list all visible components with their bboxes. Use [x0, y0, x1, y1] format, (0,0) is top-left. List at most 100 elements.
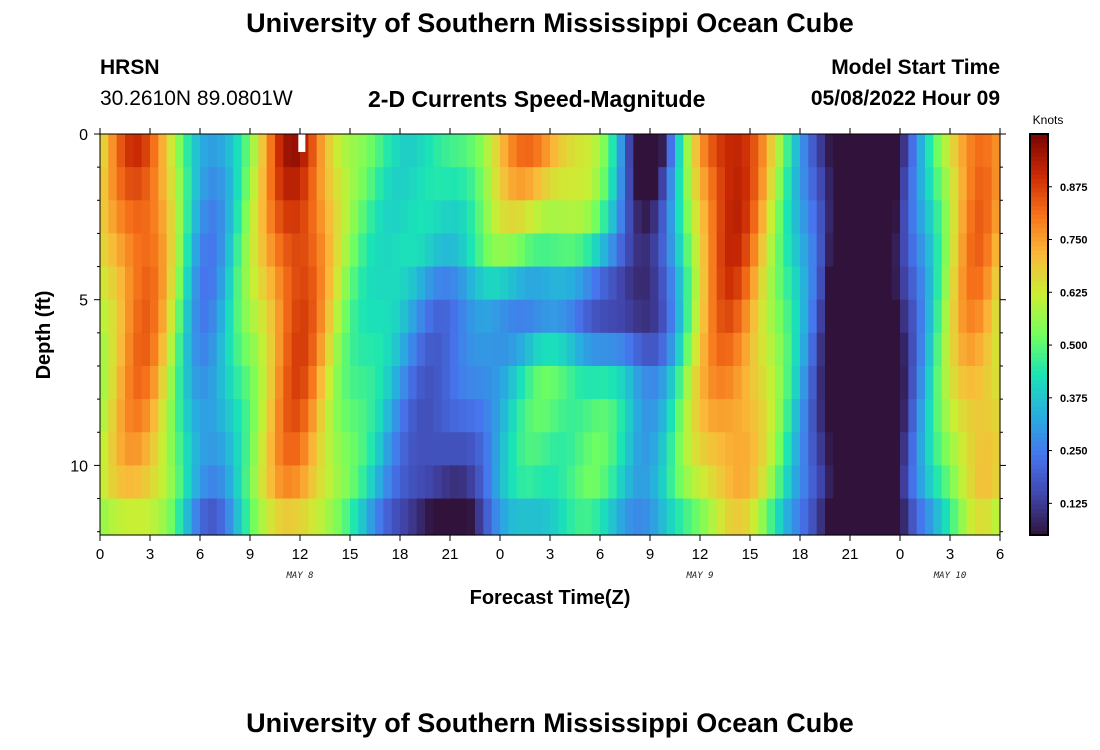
heatmap-cell: [958, 233, 968, 268]
heatmap-cell: [825, 365, 834, 400]
heatmap-cell: [450, 167, 459, 201]
heatmap-cell: [308, 266, 318, 301]
heatmap-cell: [325, 365, 334, 400]
heatmap-cell: [408, 432, 418, 466]
heatmap-cell: [475, 200, 484, 235]
heatmap-cell: [483, 498, 493, 536]
heatmap-cell: [758, 266, 768, 301]
heatmap-cell: [916, 365, 926, 400]
heatmap-cell: [491, 365, 501, 400]
heatmap-cell: [966, 299, 976, 334]
heatmap-cell: [216, 399, 226, 433]
heatmap-cell: [750, 332, 759, 367]
heatmap-cell: [616, 432, 626, 466]
heatmap-cell: [500, 134, 509, 168]
heatmap-cell: [458, 167, 468, 201]
heatmap-cell: [558, 167, 568, 201]
heatmap-cell: [683, 465, 693, 500]
heatmap-cell: [516, 399, 526, 433]
colorbar-segment: [1030, 330, 1048, 336]
heatmap-cell: [491, 299, 501, 334]
heatmap-cell: [450, 498, 459, 536]
heatmap-cell: [216, 266, 226, 301]
heatmap-cell: [466, 332, 476, 367]
heatmap-cell: [741, 167, 751, 201]
heatmap-cell: [350, 299, 359, 334]
heatmap-cell: [858, 365, 868, 400]
heatmap-cell: [291, 299, 301, 334]
heatmap-cell: [183, 432, 193, 466]
heatmap-cell: [358, 432, 368, 466]
heatmap-cell: [225, 134, 234, 168]
heatmap-cell: [308, 134, 318, 168]
heatmap-cell: [491, 332, 501, 367]
heatmap-cell: [841, 233, 851, 268]
heatmap-cell: [150, 465, 159, 500]
heatmap-cell: [441, 432, 451, 466]
heatmap-cell: [450, 266, 459, 301]
heatmap-cell: [816, 200, 826, 235]
colorbar-segment: [1030, 249, 1048, 255]
heatmap-cell: [716, 399, 726, 433]
heatmap-cell: [675, 365, 684, 400]
heatmap-cell: [375, 465, 384, 500]
heatmap-cell: [125, 200, 134, 235]
heatmap-cell: [166, 134, 176, 168]
heatmap-cell: [333, 167, 343, 201]
colorbar-segment: [1030, 174, 1048, 180]
heatmap-cell: [658, 266, 668, 301]
heatmap-cell: [975, 465, 984, 500]
heatmap-cell: [308, 200, 318, 235]
heatmap-cell: [850, 365, 859, 400]
heatmap-cell: [816, 498, 826, 536]
heatmap-cell: [633, 432, 643, 466]
heatmap-cell: [975, 399, 984, 433]
heatmap-cell: [725, 365, 734, 400]
heatmap-cell: [791, 266, 801, 301]
heatmap-cell: [441, 399, 451, 433]
heatmap-cell: [350, 134, 359, 168]
heatmap-cell: [908, 299, 918, 334]
heatmap-cell: [716, 200, 726, 235]
heatmap-cell: [975, 233, 984, 268]
heatmap-cell: [950, 134, 959, 168]
heatmap-cell: [466, 465, 476, 500]
heatmap-cell: [983, 498, 993, 536]
heatmap-cell: [166, 200, 176, 235]
heatmap-cell: [808, 167, 818, 201]
heatmap-cell: [683, 266, 693, 301]
heatmap-cell: [575, 332, 584, 367]
heatmap-cell: [450, 399, 459, 433]
heatmap-cell: [266, 399, 276, 433]
heatmap-cell: [900, 233, 909, 268]
heatmap-cell: [833, 167, 843, 201]
heatmap-cell: [133, 134, 143, 168]
heatmap-cell: [133, 299, 143, 334]
heatmap-cell: [441, 134, 451, 168]
heatmap-cell: [983, 266, 993, 301]
heatmap-cell: [741, 498, 751, 536]
colorbar-segment: [1030, 245, 1048, 251]
heatmap-cell: [325, 299, 334, 334]
heatmap-cell: [116, 200, 126, 235]
heatmap-cell: [475, 233, 484, 268]
heatmap-cell: [433, 299, 443, 334]
heatmap-cell: [575, 200, 584, 235]
heatmap-cell: [191, 498, 201, 536]
heatmap-cell: [566, 399, 576, 433]
heatmap-cell: [616, 200, 626, 235]
heatmap-cell: [633, 465, 643, 500]
heatmap-cell: [450, 299, 459, 334]
heatmap-cell: [366, 365, 376, 400]
heatmap-cell: [975, 332, 984, 367]
heatmap-cell: [566, 332, 576, 367]
heatmap-cell: [933, 432, 943, 466]
heatmap-cell: [350, 498, 359, 536]
heatmap-cell: [508, 299, 518, 334]
heatmap-cell: [916, 233, 926, 268]
heatmap-cell: [216, 134, 226, 168]
heatmap-cell: [641, 432, 651, 466]
heatmap-cell: [575, 233, 584, 268]
heatmap-cell: [541, 332, 551, 367]
heatmap-cell: [700, 498, 709, 536]
